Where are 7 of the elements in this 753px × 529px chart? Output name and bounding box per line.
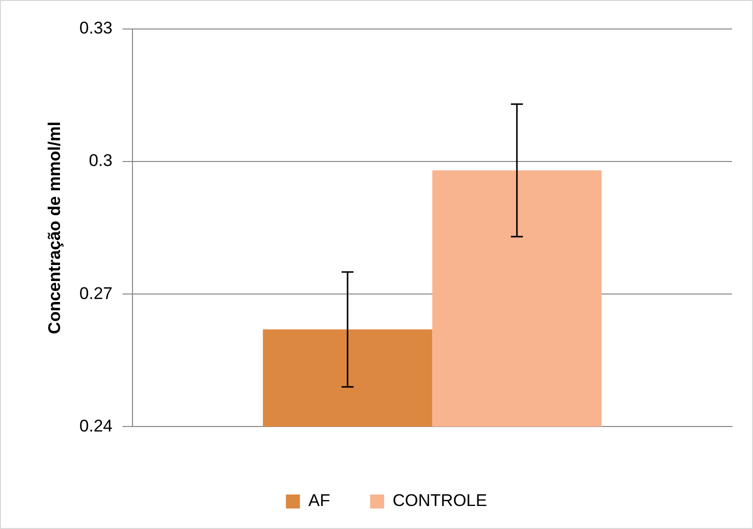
y-tick-label: 0.33 [79, 18, 112, 38]
legend-label: AF [308, 491, 330, 510]
y-tick-label: 0.27 [79, 284, 112, 303]
y-tick-label: 0.3 [88, 151, 112, 170]
y-tick-label: 0.24 [79, 416, 112, 436]
y-axis-title: Concentração de mmol/ml [44, 122, 64, 334]
legend-label: CONTROLE [392, 491, 488, 510]
